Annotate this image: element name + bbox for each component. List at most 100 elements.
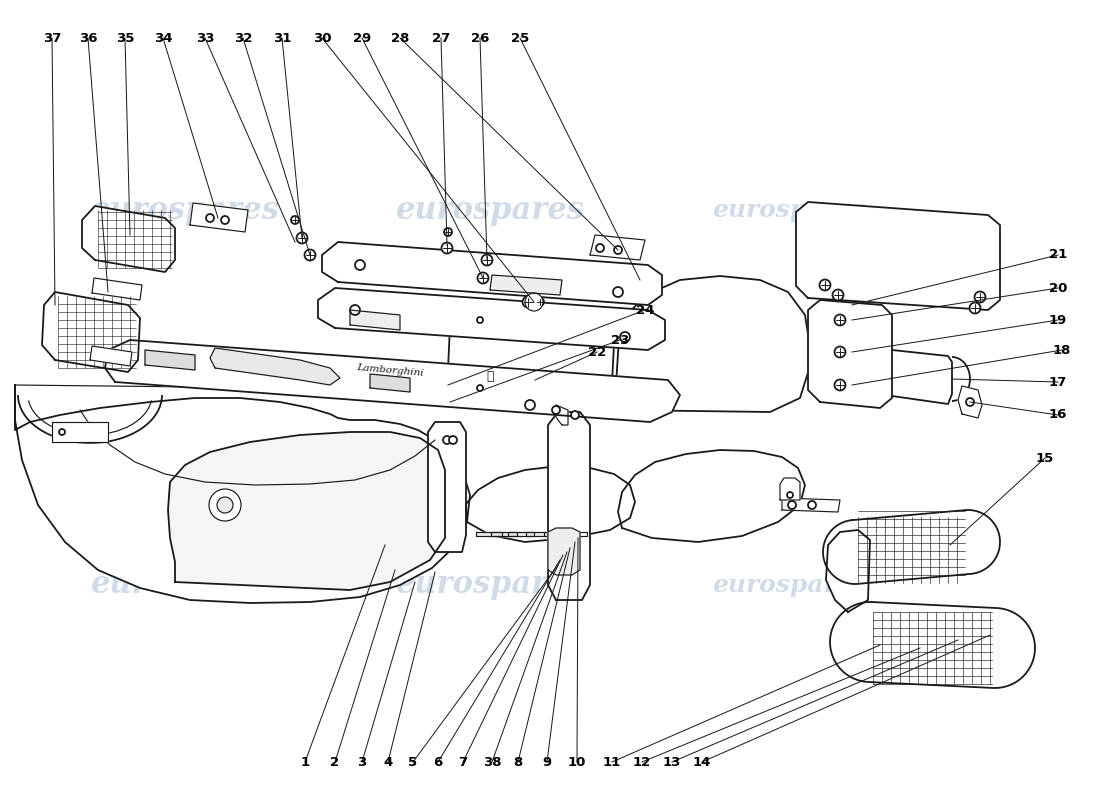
- Text: 29: 29: [353, 31, 371, 45]
- Polygon shape: [612, 276, 812, 412]
- Polygon shape: [618, 450, 805, 542]
- Text: 14: 14: [693, 755, 712, 769]
- Text: 32: 32: [234, 31, 252, 45]
- Text: 21: 21: [1049, 249, 1067, 262]
- Circle shape: [355, 260, 365, 270]
- Text: 4: 4: [384, 755, 393, 769]
- Polygon shape: [90, 346, 132, 366]
- Text: 25: 25: [510, 31, 529, 45]
- Polygon shape: [590, 235, 645, 260]
- Polygon shape: [508, 532, 534, 536]
- Polygon shape: [145, 350, 195, 370]
- Circle shape: [443, 436, 451, 444]
- Circle shape: [59, 429, 65, 435]
- Circle shape: [614, 246, 622, 254]
- Circle shape: [482, 254, 493, 266]
- Text: 8: 8: [514, 755, 522, 769]
- Text: 26: 26: [471, 31, 490, 45]
- Circle shape: [835, 346, 846, 358]
- Polygon shape: [823, 510, 1000, 584]
- Circle shape: [477, 317, 483, 323]
- Circle shape: [292, 216, 299, 224]
- Circle shape: [975, 291, 986, 302]
- Text: 23: 23: [610, 334, 629, 346]
- Text: 3: 3: [358, 755, 366, 769]
- Text: 17: 17: [1049, 375, 1067, 389]
- Text: 20: 20: [1048, 282, 1067, 294]
- Text: 36: 36: [79, 31, 97, 45]
- Circle shape: [786, 492, 793, 498]
- Circle shape: [571, 411, 579, 419]
- Circle shape: [477, 385, 483, 391]
- Polygon shape: [52, 422, 108, 442]
- Polygon shape: [544, 532, 570, 536]
- Text: 1: 1: [300, 755, 309, 769]
- Circle shape: [833, 290, 844, 301]
- Polygon shape: [210, 348, 340, 385]
- Text: Lamborghini: Lamborghini: [356, 362, 424, 378]
- Polygon shape: [830, 602, 1035, 688]
- Circle shape: [221, 216, 229, 224]
- Circle shape: [620, 332, 630, 342]
- Text: 18: 18: [1053, 343, 1071, 357]
- Circle shape: [441, 242, 452, 254]
- Text: 9: 9: [542, 755, 551, 769]
- Circle shape: [217, 497, 233, 513]
- Circle shape: [522, 297, 534, 307]
- Polygon shape: [428, 422, 466, 552]
- Text: 33: 33: [196, 31, 214, 45]
- Text: 24: 24: [636, 303, 654, 317]
- Polygon shape: [548, 412, 590, 600]
- Circle shape: [444, 228, 452, 236]
- Text: 2: 2: [330, 755, 340, 769]
- Polygon shape: [526, 532, 552, 536]
- Circle shape: [835, 314, 846, 326]
- Polygon shape: [490, 275, 562, 295]
- Text: eurospares: eurospares: [713, 198, 868, 222]
- Circle shape: [449, 436, 456, 444]
- Text: 𝔏: 𝔏: [486, 370, 494, 382]
- Polygon shape: [190, 203, 248, 232]
- Polygon shape: [168, 432, 446, 590]
- Text: 30: 30: [312, 31, 331, 45]
- Text: eurospares: eurospares: [90, 194, 279, 226]
- Text: 7: 7: [459, 755, 468, 769]
- Circle shape: [536, 298, 544, 306]
- Circle shape: [209, 489, 241, 521]
- Text: 15: 15: [1036, 451, 1054, 465]
- Circle shape: [477, 273, 488, 283]
- Circle shape: [788, 501, 796, 509]
- Circle shape: [969, 302, 980, 314]
- Circle shape: [552, 406, 560, 414]
- Polygon shape: [322, 242, 662, 305]
- Circle shape: [305, 250, 316, 261]
- Polygon shape: [826, 530, 870, 612]
- Polygon shape: [782, 498, 840, 512]
- Polygon shape: [958, 386, 982, 418]
- Circle shape: [596, 244, 604, 252]
- Polygon shape: [553, 405, 568, 425]
- Text: 38: 38: [483, 755, 502, 769]
- Text: 28: 28: [390, 31, 409, 45]
- Text: 34: 34: [154, 31, 173, 45]
- Text: eurospares: eurospares: [396, 194, 584, 226]
- Polygon shape: [318, 288, 666, 350]
- Circle shape: [525, 293, 543, 311]
- Polygon shape: [350, 310, 400, 330]
- Text: eurospares: eurospares: [90, 570, 279, 601]
- Circle shape: [835, 379, 846, 390]
- Polygon shape: [561, 532, 587, 536]
- Text: 13: 13: [663, 755, 681, 769]
- Circle shape: [613, 287, 623, 297]
- Text: 22: 22: [587, 346, 606, 358]
- Circle shape: [350, 305, 360, 315]
- Polygon shape: [466, 466, 635, 542]
- Polygon shape: [104, 340, 680, 422]
- Text: 11: 11: [603, 755, 622, 769]
- Polygon shape: [448, 304, 620, 400]
- Text: 12: 12: [632, 755, 651, 769]
- Polygon shape: [92, 278, 142, 300]
- Polygon shape: [15, 385, 470, 603]
- Polygon shape: [780, 478, 800, 500]
- Text: 27: 27: [432, 31, 450, 45]
